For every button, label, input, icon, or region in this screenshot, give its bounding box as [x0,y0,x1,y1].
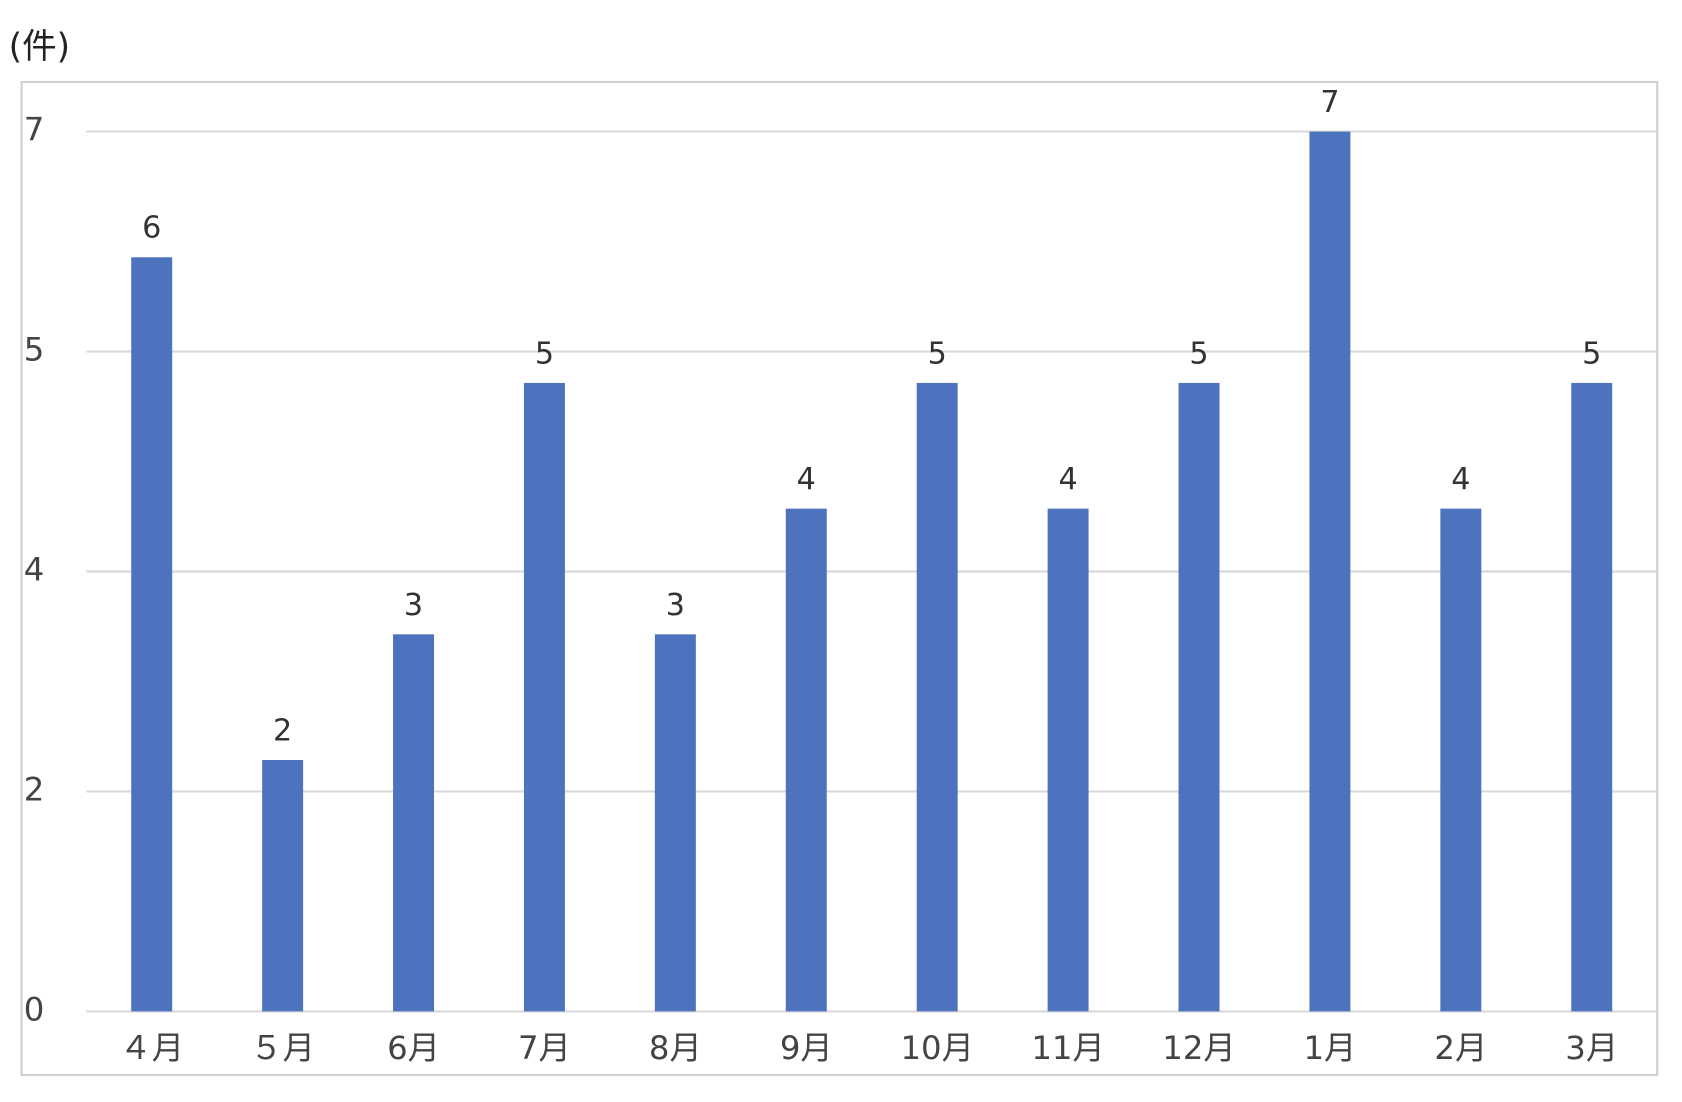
y-tick-label: 4 [24,550,45,588]
x-tick-label: 10月 [900,1029,973,1067]
data-label: 4 [1451,462,1470,497]
bar [1178,382,1220,1012]
y-tick-label: 7 [24,111,45,149]
data-label: 5 [1189,336,1208,371]
data-label: 3 [404,588,423,623]
data-label: 3 [666,588,685,623]
data-label: 4 [1058,462,1077,497]
bar [1571,382,1613,1012]
x-tick-label: 12月 [1162,1029,1235,1067]
bar [916,382,958,1012]
x-tick-label: 8月 [649,1029,702,1067]
bar [393,634,435,1012]
bar [1309,131,1351,1012]
bar [131,257,173,1012]
x-tick-label: 2月 [1434,1029,1487,1067]
data-label: 7 [1320,85,1339,120]
x-tick-label: 3月 [1565,1029,1618,1067]
bar [785,508,827,1012]
data-label: 5 [1582,336,1601,371]
y-tick-label: 2 [24,770,45,808]
data-label: 4 [797,462,816,497]
data-label: 6 [142,211,161,246]
data-label: 5 [928,336,947,371]
x-tick-label: 1月 [1303,1029,1356,1067]
y-tick-label: 5 [24,331,45,369]
x-tick-label: 7月 [518,1029,571,1067]
x-tick-label: ５月 [250,1029,315,1067]
x-tick-label: 11月 [1031,1029,1104,1067]
bar [1047,508,1089,1012]
bar [654,634,696,1012]
chart-frame [20,80,1659,1077]
x-tick-label: ４月 [119,1029,184,1067]
x-tick-label: 6月 [387,1029,440,1067]
bar [262,760,304,1012]
data-label: 2 [273,713,292,748]
bar [1440,508,1482,1012]
x-tick-label: 9月 [780,1029,833,1067]
unit-label: (件) [9,27,70,67]
y-tick-label: 0 [24,990,45,1028]
bar [523,382,565,1012]
data-label: 5 [535,336,554,371]
